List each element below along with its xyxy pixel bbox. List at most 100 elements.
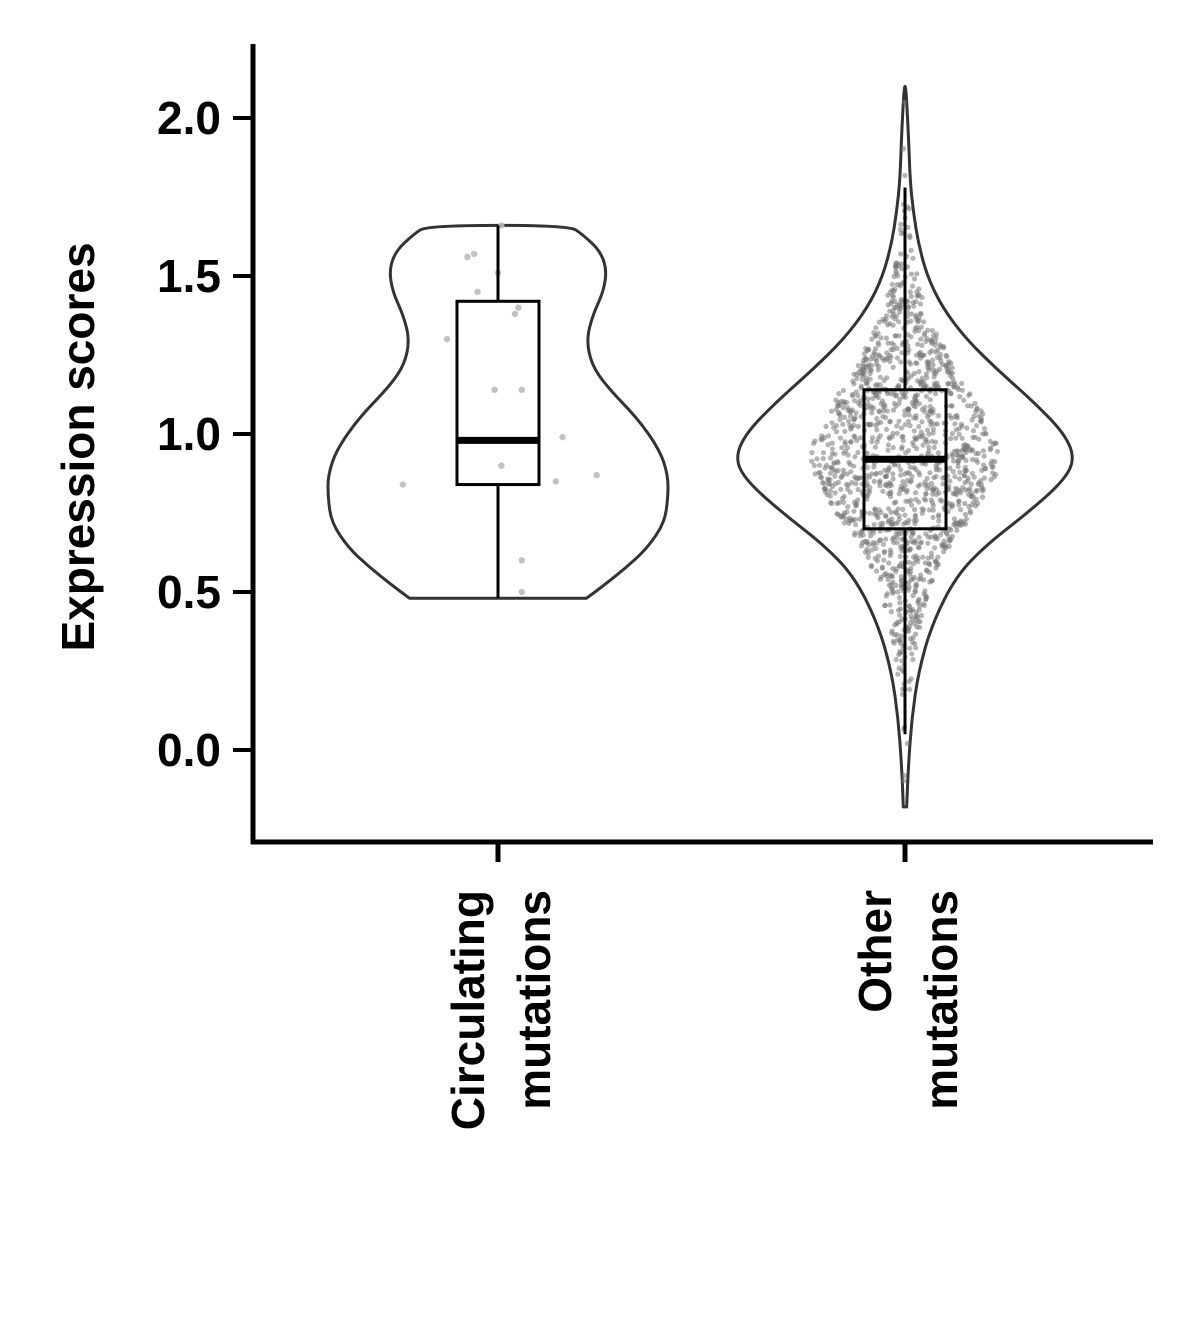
- data-point: [884, 356, 890, 362]
- data-point: [865, 554, 871, 560]
- data-point: [828, 455, 834, 461]
- data-point: [877, 537, 884, 543]
- data-point: [885, 340, 891, 346]
- data-point: [900, 506, 906, 512]
- data-point: [911, 554, 917, 560]
- data-point: [875, 553, 882, 559]
- data-point: [890, 536, 896, 542]
- data-point: [903, 450, 909, 456]
- data-point: [841, 520, 848, 526]
- data-point: [839, 398, 845, 404]
- data-point: [827, 470, 834, 476]
- data-point: [896, 319, 902, 325]
- data-point: [960, 453, 966, 459]
- data-point: [842, 428, 848, 434]
- data-point: [915, 483, 921, 489]
- data-point: [933, 371, 939, 377]
- data-point: [935, 554, 941, 560]
- data-point: [890, 430, 896, 436]
- data-point: [877, 433, 883, 439]
- data-point: [835, 459, 841, 465]
- data-point: [886, 434, 892, 440]
- data-point: [955, 464, 961, 470]
- data-point: [884, 350, 890, 356]
- data-point: [869, 471, 875, 477]
- data-point: [959, 435, 965, 441]
- data-point: [916, 534, 922, 540]
- data-point: [823, 486, 829, 492]
- data-point: [872, 332, 879, 339]
- data-point: [929, 328, 936, 334]
- data-point: [852, 434, 858, 440]
- data-point: [917, 618, 923, 625]
- data-point: [978, 478, 984, 484]
- data-point: [824, 462, 830, 468]
- data-point: [952, 381, 958, 387]
- data-point: [980, 488, 986, 494]
- data-point: [928, 550, 935, 556]
- data-point: [843, 482, 850, 488]
- data-point: [911, 539, 917, 546]
- data-point: [842, 441, 848, 447]
- data-point: [949, 403, 955, 409]
- data-point: [929, 500, 936, 506]
- data-point: [893, 569, 899, 575]
- data-point: [954, 412, 960, 418]
- data-point: [893, 268, 899, 275]
- data-point: [887, 418, 893, 424]
- data-point: [925, 534, 931, 540]
- data-point: [932, 380, 938, 387]
- data-point: [913, 631, 919, 637]
- data-point: [940, 344, 947, 350]
- data-point: [925, 540, 931, 546]
- data-point: [828, 500, 834, 506]
- data-point: [828, 408, 835, 414]
- data-point: [912, 394, 918, 400]
- data-point: [953, 435, 959, 441]
- data-point: [855, 423, 861, 429]
- data-point: [914, 360, 920, 366]
- data-point: [821, 480, 827, 486]
- data-point: [552, 478, 559, 485]
- axes-layer: [250, 44, 1153, 845]
- data-point: [907, 686, 913, 693]
- data-point: [895, 506, 901, 512]
- data-point: [892, 622, 898, 628]
- data-point: [886, 517, 892, 524]
- data-point: [832, 473, 838, 479]
- data-point: [979, 494, 986, 500]
- data-point: [892, 521, 898, 527]
- data-point: [896, 309, 903, 315]
- data-point: [962, 442, 968, 448]
- data-point: [992, 440, 998, 446]
- data-point: [966, 392, 972, 398]
- data-point: [884, 408, 891, 414]
- data-point: [924, 567, 930, 573]
- data-point: [901, 778, 907, 784]
- data-point: [890, 476, 896, 482]
- data-point: [872, 444, 879, 450]
- data-point: [943, 544, 949, 550]
- data-point: [888, 521, 894, 527]
- data-point: [891, 273, 897, 279]
- data-point: [945, 381, 951, 387]
- data-point: [887, 602, 893, 608]
- data-point: [853, 522, 859, 528]
- data-point: [832, 451, 838, 457]
- data-point: [932, 421, 938, 427]
- data-point: [837, 412, 843, 418]
- data-point: [918, 429, 924, 435]
- data-point: [923, 383, 929, 389]
- data-point: [876, 342, 882, 348]
- data-point: [966, 487, 972, 493]
- data-point: [898, 230, 904, 237]
- data-point: [903, 519, 909, 526]
- y-tick-label: 1.0: [157, 408, 221, 460]
- data-point: [930, 406, 936, 413]
- data-point: [974, 487, 980, 493]
- data-point: [878, 335, 884, 341]
- data-point: [443, 336, 451, 343]
- data-point: [931, 475, 937, 481]
- data-point: [890, 407, 897, 413]
- data-point: [868, 367, 874, 373]
